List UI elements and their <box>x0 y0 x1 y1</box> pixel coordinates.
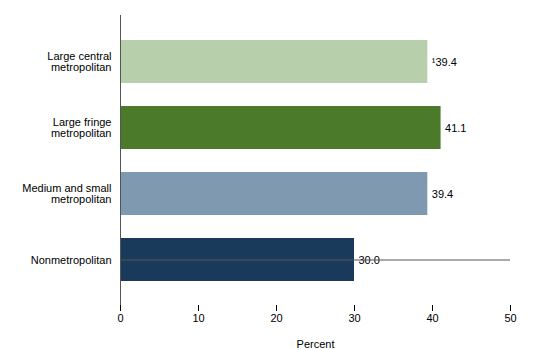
svg-text:Nonmetropolitan: Nonmetropolitan <box>31 254 112 266</box>
svg-text:0: 0 <box>117 312 123 324</box>
svg-text:39.4: 39.4 <box>432 188 453 200</box>
svg-text:10: 10 <box>192 312 204 324</box>
svg-text:Percent: Percent <box>297 338 335 350</box>
svg-text:30: 30 <box>348 312 360 324</box>
svg-text:30.0: 30.0 <box>358 253 380 266</box>
svg-text:20: 20 <box>270 312 282 324</box>
svg-text:50: 50 <box>504 312 516 324</box>
svg-text:Large fringemetropolitan: Large fringemetropolitan <box>51 116 112 139</box>
svg-text:40: 40 <box>426 312 438 324</box>
svg-text:¹39.4: ¹39.4 <box>432 56 457 68</box>
svg-text:Large centralmetropolitan: Large centralmetropolitan <box>47 50 111 73</box>
svg-text:Medium and smallmetropolitan: Medium and smallmetropolitan <box>22 182 111 205</box>
svg-text:41.1: 41.1 <box>445 122 466 134</box>
